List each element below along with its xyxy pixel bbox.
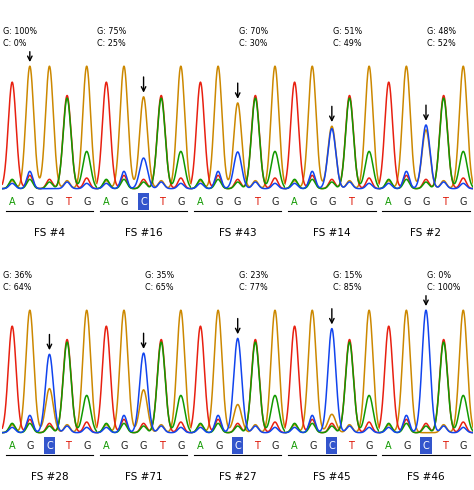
- Text: G: 23%
C: 77%: G: 23% C: 77%: [239, 271, 268, 292]
- Text: G: G: [234, 196, 241, 206]
- Text: A: A: [197, 196, 203, 206]
- Text: FS #46: FS #46: [407, 472, 445, 482]
- Text: G: G: [121, 441, 128, 450]
- Text: FS #2: FS #2: [410, 228, 441, 238]
- Bar: [420, 437, 432, 454]
- Text: FS #71: FS #71: [125, 472, 163, 482]
- Text: A: A: [291, 441, 298, 450]
- Text: G: G: [460, 196, 467, 206]
- Text: C: C: [423, 441, 429, 450]
- Text: FS #14: FS #14: [313, 228, 351, 238]
- Text: C: C: [234, 441, 241, 450]
- Text: G: 70%
C: 30%: G: 70% C: 30%: [239, 27, 268, 48]
- Text: G: 0%
C: 100%: G: 0% C: 100%: [427, 271, 460, 292]
- Text: T: T: [159, 196, 165, 206]
- Text: A: A: [102, 441, 109, 450]
- Text: FS #27: FS #27: [219, 472, 256, 482]
- Text: G: G: [403, 196, 411, 206]
- Text: G: 48%
C: 52%: G: 48% C: 52%: [427, 27, 456, 48]
- Text: G: G: [121, 196, 128, 206]
- Text: G: 35%
C: 65%: G: 35% C: 65%: [145, 271, 174, 292]
- Text: T: T: [442, 441, 448, 450]
- Text: G: G: [309, 196, 317, 206]
- Text: G: G: [460, 441, 467, 450]
- Text: A: A: [197, 441, 203, 450]
- Text: C: C: [328, 441, 335, 450]
- Text: FS #43: FS #43: [219, 228, 256, 238]
- Text: G: G: [46, 196, 53, 206]
- Text: A: A: [291, 196, 298, 206]
- Bar: [232, 437, 243, 454]
- Bar: [138, 193, 149, 210]
- Text: C: C: [46, 441, 53, 450]
- Bar: [326, 437, 337, 454]
- Text: T: T: [159, 441, 165, 450]
- Text: G: G: [215, 196, 223, 206]
- Text: G: 36%
C: 64%: G: 36% C: 64%: [3, 271, 32, 292]
- Text: G: G: [272, 196, 279, 206]
- Text: T: T: [348, 441, 354, 450]
- Text: T: T: [442, 196, 448, 206]
- Text: T: T: [65, 196, 71, 206]
- Text: G: G: [140, 441, 147, 450]
- Text: G: G: [83, 196, 91, 206]
- Text: FS #16: FS #16: [125, 228, 163, 238]
- Text: G: G: [366, 441, 373, 450]
- Text: G: 75%
C: 25%: G: 75% C: 25%: [97, 27, 126, 48]
- Text: A: A: [9, 196, 15, 206]
- Text: G: G: [328, 196, 336, 206]
- Text: T: T: [254, 196, 259, 206]
- Text: G: G: [177, 196, 185, 206]
- Text: G: G: [215, 441, 223, 450]
- Text: T: T: [254, 441, 259, 450]
- Text: G: 15%
C: 85%: G: 15% C: 85%: [333, 271, 362, 292]
- Text: G: G: [27, 441, 34, 450]
- Text: G: G: [309, 441, 317, 450]
- Text: FS #28: FS #28: [31, 472, 68, 482]
- Text: G: 51%
C: 49%: G: 51% C: 49%: [333, 27, 362, 48]
- Text: G: G: [272, 441, 279, 450]
- Text: G: G: [422, 196, 430, 206]
- Text: G: G: [177, 441, 185, 450]
- Text: A: A: [9, 441, 15, 450]
- Bar: [44, 437, 55, 454]
- Text: A: A: [385, 441, 392, 450]
- Text: FS #45: FS #45: [313, 472, 351, 482]
- Text: T: T: [65, 441, 71, 450]
- Text: A: A: [102, 196, 109, 206]
- Text: G: 100%
C: 0%: G: 100% C: 0%: [3, 27, 37, 48]
- Text: G: G: [366, 196, 373, 206]
- Text: G: G: [403, 441, 411, 450]
- Text: A: A: [385, 196, 392, 206]
- Text: C: C: [140, 196, 147, 206]
- Text: FS #4: FS #4: [34, 228, 65, 238]
- Text: G: G: [83, 441, 91, 450]
- Text: T: T: [348, 196, 354, 206]
- Text: G: G: [27, 196, 34, 206]
